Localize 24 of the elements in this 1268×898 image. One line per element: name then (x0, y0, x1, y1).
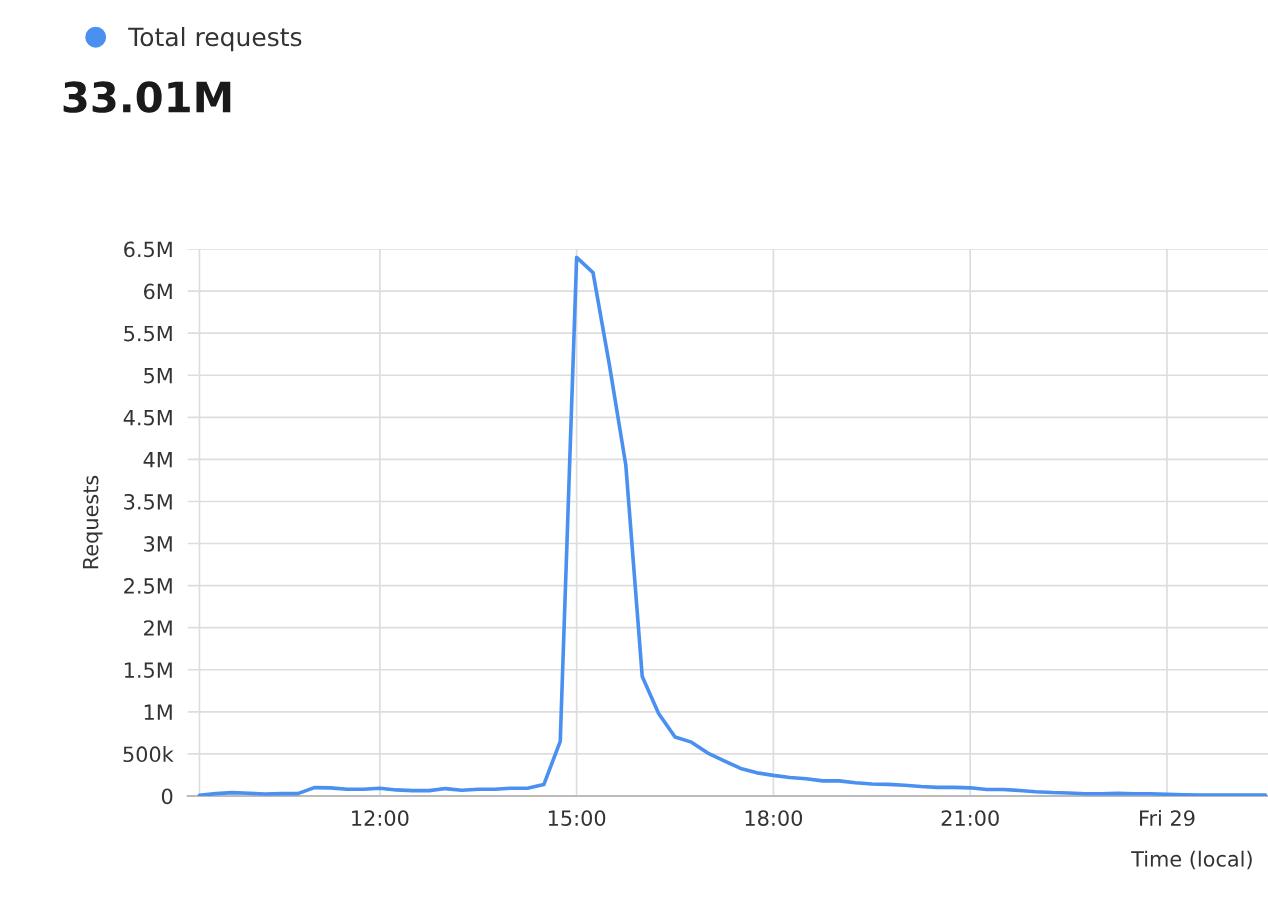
y-tick-label: 1.5M (124, 662, 172, 678)
x-tick-label: Fri 29 (1140, 809, 1195, 826)
y-tick-label: 4M (143, 452, 172, 468)
y-tick-label: 6M (144, 283, 172, 300)
y-axis-title: Requests (82, 475, 103, 569)
legend-label: Total requests (128, 26, 302, 52)
y-tick-label: 3M (144, 535, 172, 552)
y-tick-label: 5M (144, 367, 172, 384)
y-tick-label: 2M (144, 620, 172, 636)
line-series (197, 255, 1268, 796)
y-tick-label: 1M (144, 704, 172, 720)
y-tick-label: 0 (161, 788, 173, 805)
x-tick-label: 21:00 (941, 810, 999, 826)
y-tick-label: 5.5M (124, 325, 172, 342)
chart-title: 33.01M (63, 81, 231, 113)
x-tick-label: 15:00 (548, 810, 606, 826)
y-tick-label: 2.5M (124, 578, 172, 594)
y-tick-label: 4.5M (123, 410, 172, 426)
x-tick-label: 12:00 (352, 810, 409, 826)
x-axis-title: Time (local) (1131, 850, 1252, 870)
y-tick-label: 6.5M (124, 241, 172, 258)
y-tick-label: 3.5M (124, 493, 172, 510)
y-tick-label: 500k (123, 746, 174, 763)
x-tick-label: 18:00 (745, 810, 803, 826)
